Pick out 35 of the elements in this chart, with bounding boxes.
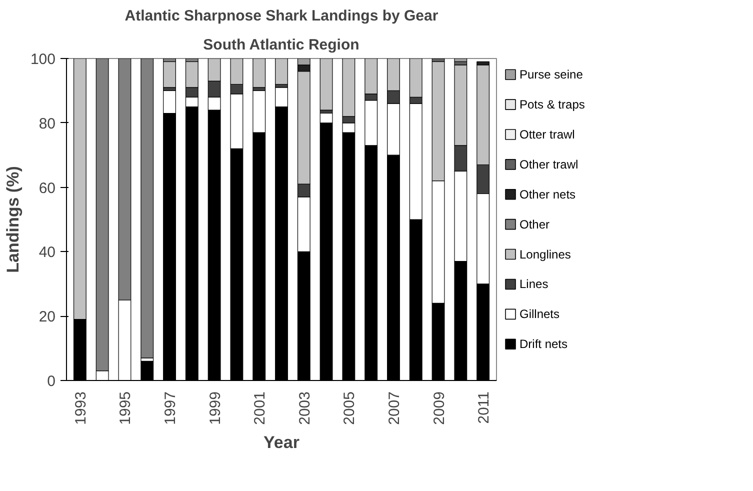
bar bbox=[454, 58, 468, 62]
chart-subtitle: South Atlantic Region bbox=[203, 36, 360, 54]
chart-title: Atlantic Sharpnose Shark Landings by Gear bbox=[124, 8, 438, 24]
bar bbox=[252, 58, 266, 88]
legend-label: Purse seine bbox=[520, 68, 584, 82]
y-tick-label: 80 bbox=[38, 115, 56, 132]
x-tick-label: 1997 bbox=[162, 391, 180, 425]
legend-label: Longlines bbox=[520, 247, 571, 262]
bar bbox=[275, 58, 288, 85]
y-tick-label: 0 bbox=[47, 373, 56, 390]
bar bbox=[320, 58, 333, 110]
y-tick-label: 100 bbox=[30, 51, 56, 68]
x-tick-label: 2005 bbox=[341, 391, 358, 425]
y-tick-label: 40 bbox=[38, 244, 56, 262]
y-tick-label: 60 bbox=[38, 180, 56, 197]
y-tick-label: 20 bbox=[38, 308, 56, 326]
legend-label: Gillnets bbox=[520, 307, 560, 322]
x-tick-label: 1993 bbox=[72, 391, 90, 425]
legend-label: Other trawl bbox=[520, 157, 578, 172]
bar bbox=[163, 61, 176, 88]
x-tick-label: 1995 bbox=[117, 391, 134, 425]
x-tick-label: 2009 bbox=[430, 391, 448, 425]
legend-label: Other bbox=[520, 217, 550, 232]
legend-label: Drift nets bbox=[520, 337, 568, 352]
x-tick-label: 2003 bbox=[296, 391, 314, 425]
legend-label: Lines bbox=[520, 277, 548, 292]
legend-label: Pots & traps bbox=[520, 98, 585, 112]
x-tick-label: 2001 bbox=[252, 391, 269, 425]
x-axis-title: Year bbox=[264, 432, 300, 452]
x-tick-label: 1999 bbox=[206, 391, 224, 425]
legend-label: Otter trawl bbox=[520, 127, 575, 142]
x-tick-label: 2007 bbox=[386, 391, 403, 425]
legend-label: Other nets bbox=[520, 187, 576, 202]
x-tick-label: 2011 bbox=[476, 391, 493, 424]
y-axis-title: Landings (%) bbox=[3, 166, 22, 273]
